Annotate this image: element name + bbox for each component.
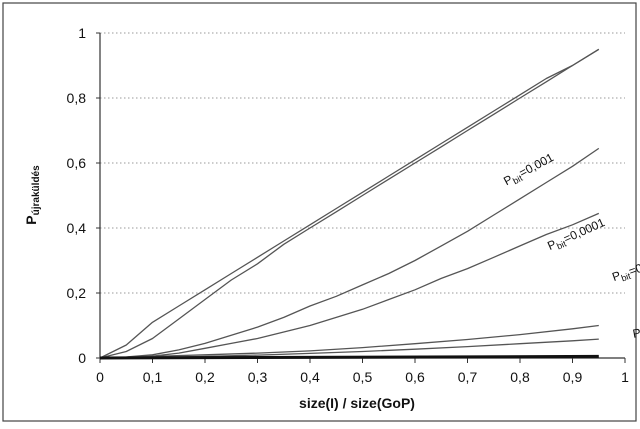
y-tick-label: 0 (78, 350, 86, 366)
chart-border (2, 2, 637, 422)
y-tick-label: 0,8 (67, 90, 87, 106)
series-line (99, 147, 600, 359)
curve-label: Pbit=0,00015 (610, 249, 640, 286)
tick-labels: 0 0,2 0,4 0,6 0,8 1 0 0,1 0,2 0,3 0,4 0,5 0,6 0,7 0,8 0… (67, 25, 630, 385)
curve-label: Pbit=0,00001 (632, 315, 640, 343)
x-tick-label: 0,6 (405, 369, 425, 385)
x-tick-label: 0,7 (458, 369, 478, 385)
x-axis-title: size(I) / size(GoP) (299, 395, 415, 411)
series-line (99, 212, 600, 359)
y-tick-label: 1 (78, 25, 86, 41)
y-axis-title: Pújraküldés (23, 165, 42, 225)
series-line (99, 324, 599, 359)
x-tick-label: 0,3 (248, 369, 268, 385)
curve-label-sub: bit (620, 271, 633, 284)
x-tick-label: 0 (96, 369, 104, 385)
y-tick-label: 0,2 (67, 285, 87, 301)
x-tick-label: 0,5 (353, 369, 373, 385)
x-tick-label: 0,1 (143, 369, 163, 385)
x-tick-label: 1 (621, 369, 629, 385)
x-tick-label: 0,9 (563, 369, 583, 385)
y-tick-label: 0,6 (67, 155, 87, 171)
x-tick-label: 0,8 (510, 369, 530, 385)
series-line (99, 48, 600, 359)
y-axis-title-main: P (23, 215, 39, 224)
curve-label-prefix: P (632, 326, 640, 341)
gridlines (100, 32, 625, 294)
series-line (99, 48, 600, 359)
x-tick-label: 0,4 (300, 369, 320, 385)
y-axis-title-sub: újraküldés (31, 165, 42, 215)
x-tick-label: 0,2 (195, 369, 215, 385)
y-tick-label: 0,4 (67, 220, 87, 236)
series-line (99, 354, 599, 360)
series-group (99, 48, 600, 360)
curve-label-sub: bit (555, 238, 568, 251)
